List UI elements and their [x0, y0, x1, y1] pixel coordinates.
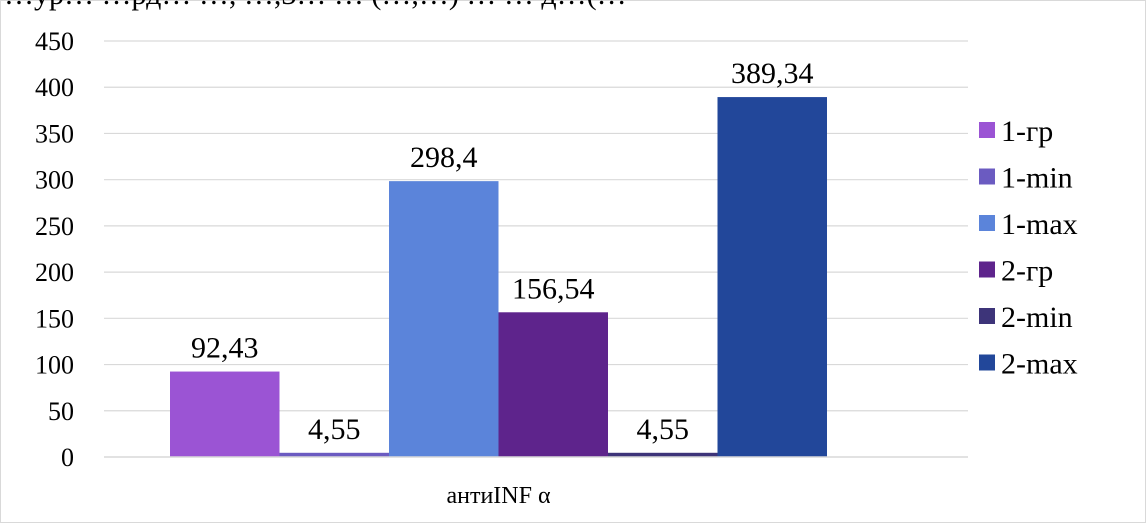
data-label-1-min: 4,55 — [308, 413, 361, 446]
legend-label-1-max: 1-max — [1001, 208, 1078, 241]
legend-swatch-2-гр — [979, 261, 995, 278]
bar-1-гр — [170, 371, 280, 457]
legend-swatch-1-max — [979, 215, 995, 231]
legend-swatch-1-гр — [979, 122, 995, 138]
legend-swatch-1-min — [979, 168, 995, 185]
data-label-1-гр: 92,43 — [191, 332, 259, 365]
category-label: антиINF α — [446, 483, 551, 509]
y-tick-label: 100 — [35, 351, 74, 380]
legend-label-2-min: 2-min — [1001, 301, 1073, 334]
y-axis-tick-labels: 0 50 100 150 200 250 300 350 400 450 — [35, 27, 74, 472]
legend-label-2-гр: 2-гр — [1001, 255, 1053, 288]
legend-label-2-max: 2-max — [1001, 348, 1078, 381]
y-tick-label: 300 — [35, 166, 74, 195]
cropped-heading-text: …ур… …рд… …, …,3… … (…,…) … … д…(… — [4, 0, 627, 12]
bar-1-min — [279, 452, 389, 457]
y-tick-label: 450 — [35, 27, 74, 56]
y-tick-label: 400 — [35, 73, 74, 102]
y-tick-label: 350 — [35, 119, 74, 148]
y-tick-label: 150 — [35, 304, 74, 333]
data-label-1-max: 298,4 — [410, 141, 478, 174]
bar-2-max — [717, 97, 827, 458]
y-tick-label: 0 — [61, 443, 74, 472]
legend: 1-гр 1-min 1-max 2-гр 2-min 2-max — [979, 115, 1078, 381]
bars — [170, 97, 827, 458]
legend-label-1-min: 1-min — [1001, 162, 1073, 195]
data-labels: 92,43 4,55 298,4 156,54 4,55 389,34 — [191, 57, 814, 446]
bar-2-min — [608, 452, 718, 457]
y-tick-label: 250 — [35, 212, 74, 241]
legend-swatch-2-min — [979, 308, 995, 324]
data-label-2-max: 389,34 — [731, 57, 814, 90]
legend-label-1-гр: 1-гр — [1001, 115, 1053, 148]
bar-1-max — [389, 181, 499, 457]
data-label-2-min: 4,55 — [637, 413, 690, 446]
y-tick-label: 50 — [48, 397, 74, 426]
legend-swatch-2-max — [979, 354, 995, 371]
y-tick-label: 200 — [35, 258, 74, 287]
data-label-2-гр: 156,54 — [512, 272, 595, 305]
bar-2-гр — [498, 312, 608, 457]
